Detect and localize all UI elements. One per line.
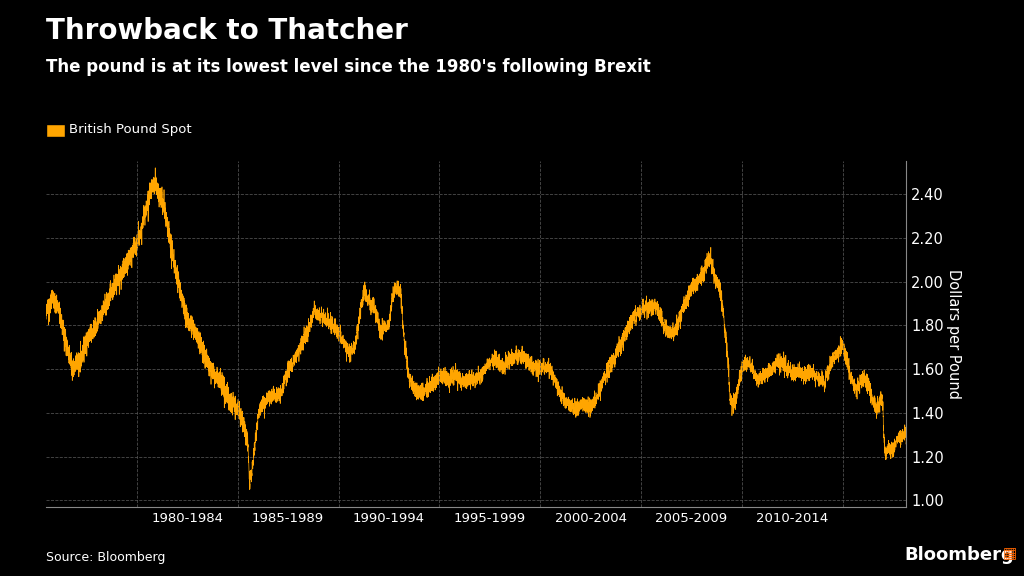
Text: Source: Bloomberg: Source: Bloomberg	[46, 551, 166, 564]
Text: The pound is at its lowest level since the 1980's following Brexit: The pound is at its lowest level since t…	[46, 58, 651, 75]
Y-axis label: Dollars per Pound: Dollars per Pound	[945, 269, 961, 399]
Text: British Pound Spot: British Pound Spot	[69, 123, 191, 136]
Text: Bloomberg: Bloomberg	[904, 547, 1014, 564]
Text: Throwback to Thatcher: Throwback to Thatcher	[46, 17, 408, 46]
Text: ▦: ▦	[997, 547, 1017, 562]
